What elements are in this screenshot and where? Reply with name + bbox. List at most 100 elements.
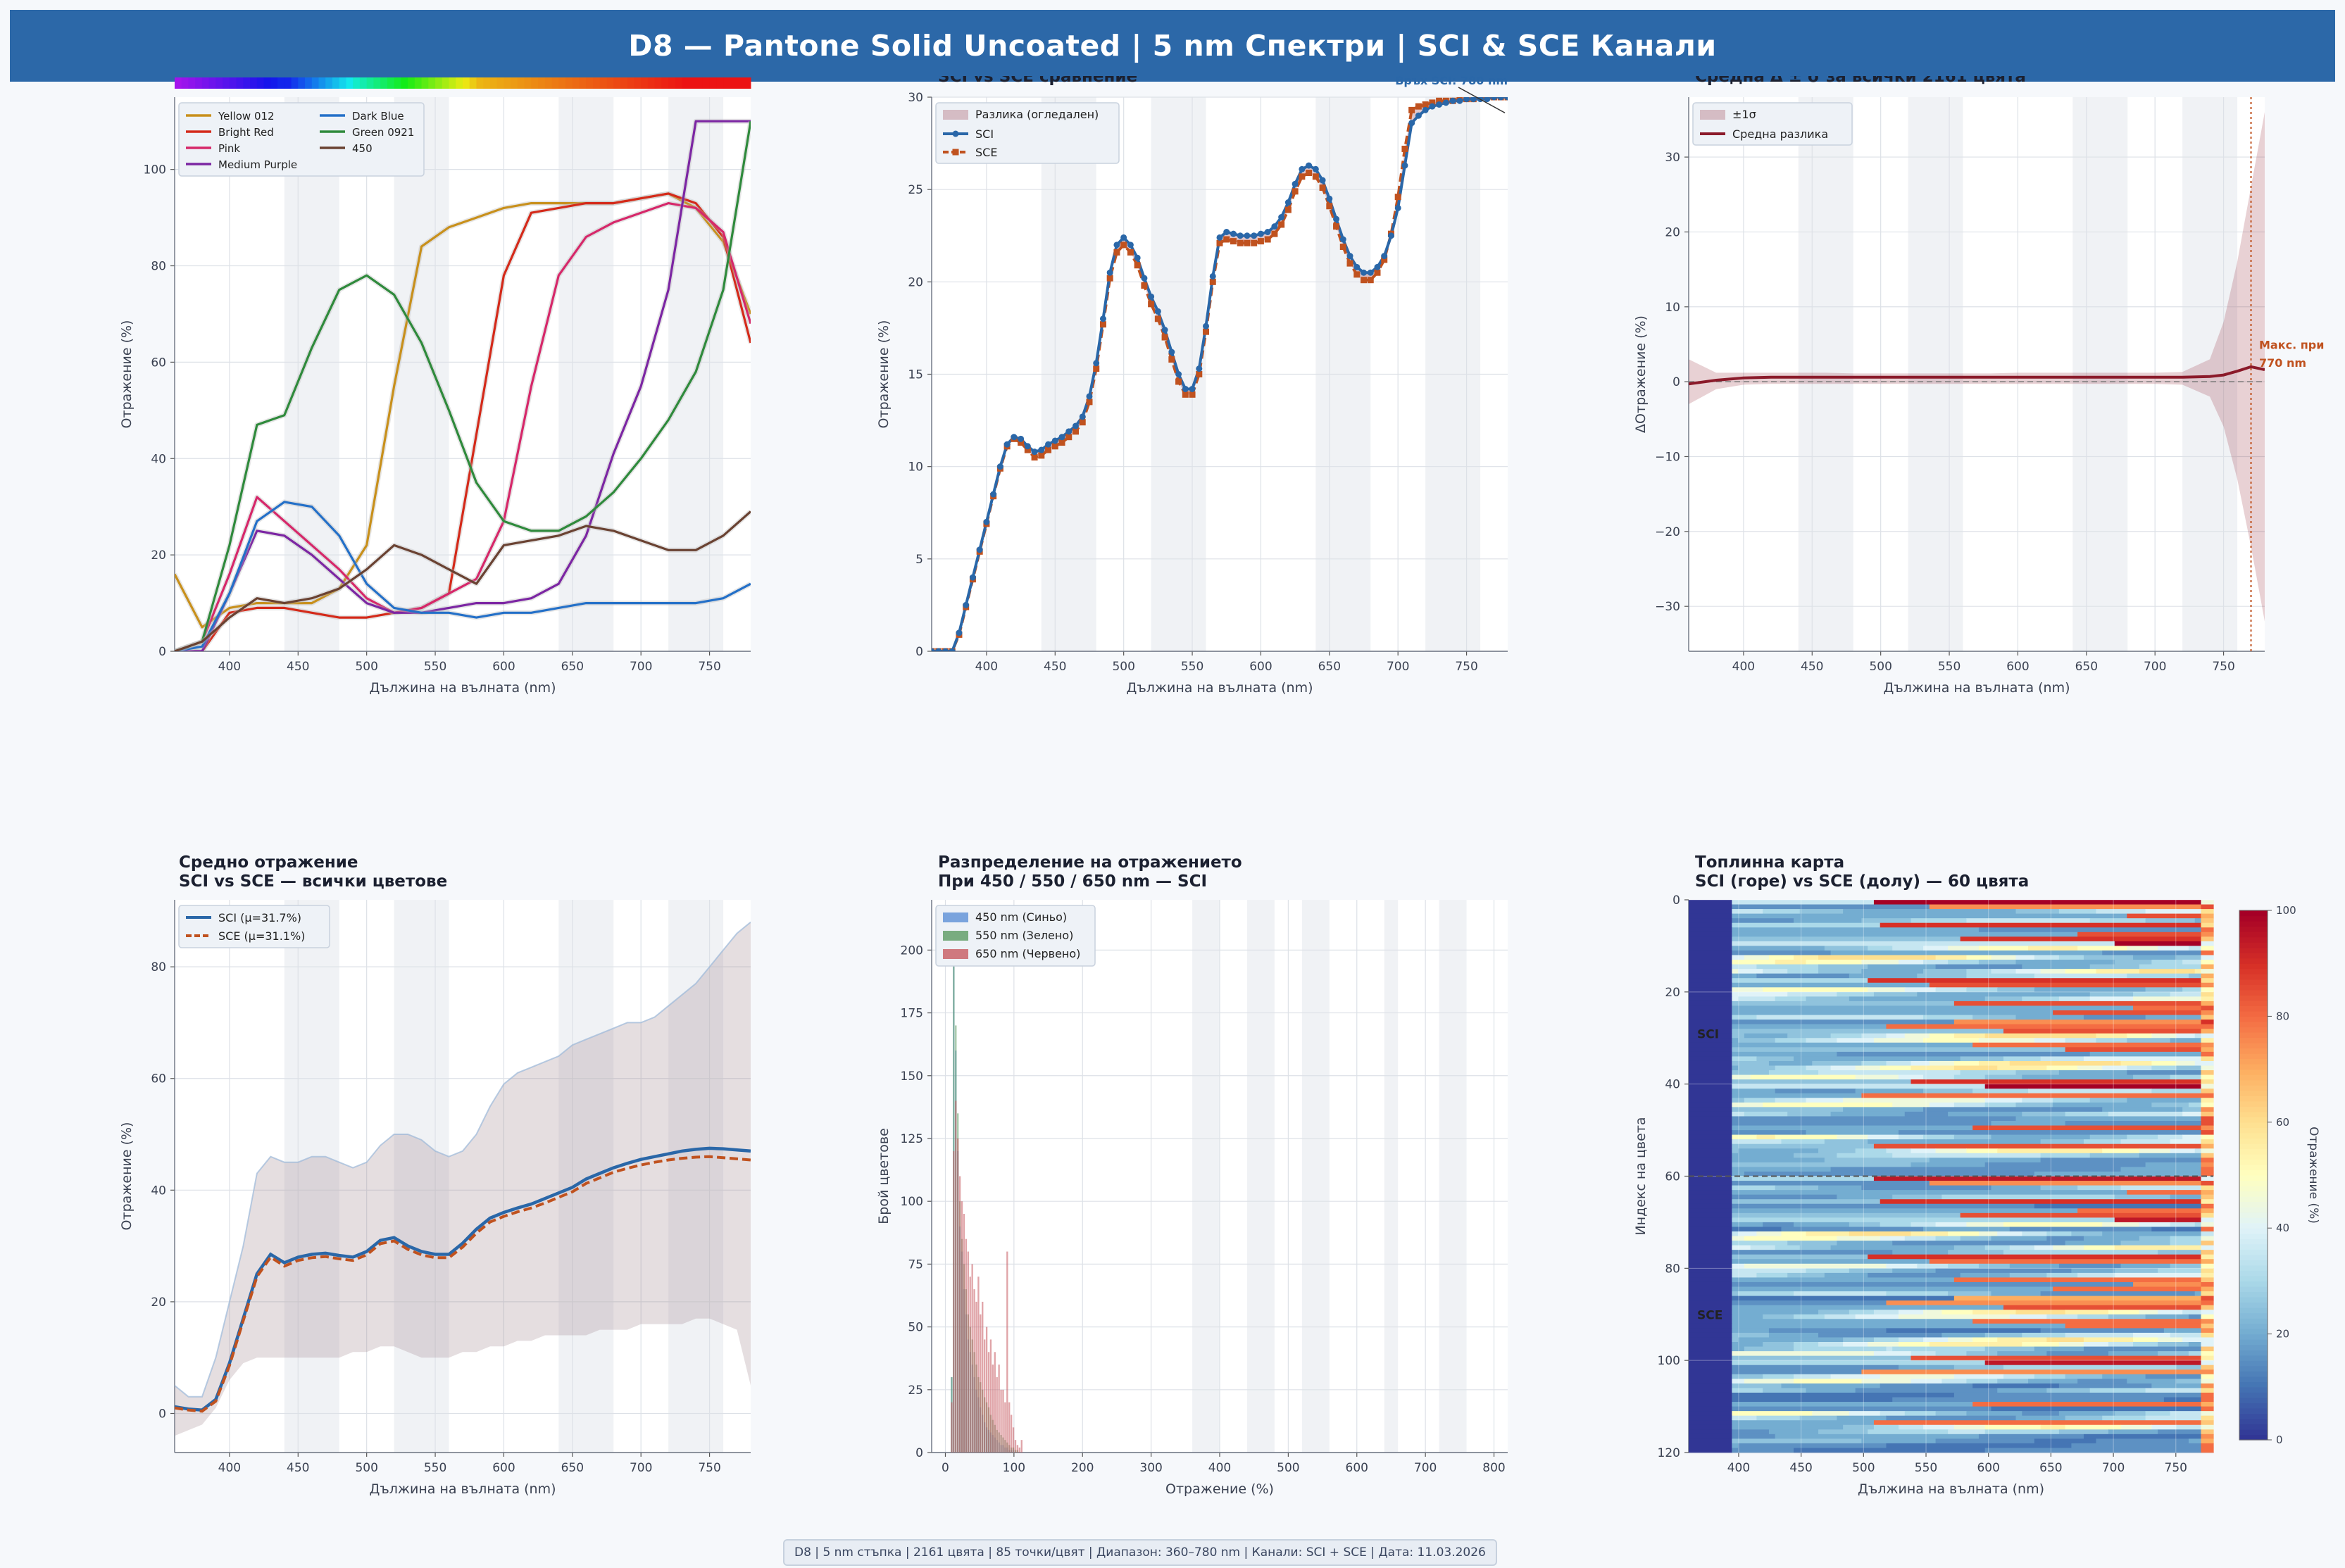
colorbar-cell (2239, 1344, 2268, 1350)
heatmap-cell (2058, 1070, 2127, 1076)
heatmap-cell (1689, 1424, 1732, 1430)
heatmap-cell (1732, 1139, 1782, 1145)
x-axis-label: Отражение (%) (1165, 1481, 1274, 1497)
heatmap-cell (1997, 1337, 2047, 1343)
heatmap-cell (1830, 950, 2103, 956)
heatmap-cell (1732, 1296, 1955, 1301)
heatmap-cell (1732, 1397, 1893, 1403)
plot-layer (175, 921, 751, 1436)
sci-marker (1168, 349, 1175, 356)
heatmap-cell (2040, 1158, 2202, 1163)
heatmap-cell (1689, 1051, 1732, 1058)
heatmap-cell (1732, 913, 2127, 919)
sci-marker (1113, 242, 1120, 249)
sci-marker (1106, 269, 1113, 276)
heatmap-cell (1923, 1015, 1973, 1020)
colorbar-cell (2239, 979, 2268, 985)
heatmap-cell (2176, 1060, 2196, 1067)
heatmap-cell (1744, 1236, 1837, 1241)
heatmap-cell (2201, 1434, 2214, 1439)
heatmap-cell (1984, 1346, 2035, 1352)
x-tick-label: 600 (1346, 1461, 1368, 1475)
heatmap-cell (2201, 1296, 2214, 1301)
sce-marker (1168, 356, 1175, 363)
colorbar-cell (2239, 1143, 2268, 1149)
heatmap-cell (2040, 1153, 2091, 1158)
heatmap-cell (1689, 1199, 1732, 1205)
heatmap-cell (2163, 1397, 2202, 1403)
heatmap-cell (1923, 1134, 1955, 1140)
heatmap-cell (1689, 1281, 1732, 1288)
heatmap-cell (1732, 1254, 1868, 1260)
heatmap-cell (1941, 1194, 2115, 1200)
heatmap-cell (2139, 1236, 2171, 1241)
heatmap-cell (2145, 1415, 2202, 1421)
x-tick-label: 550 (1938, 660, 1961, 674)
legend-swatch (943, 949, 968, 959)
heatmap-cell (1899, 1365, 1955, 1370)
heatmap-cell (1911, 1162, 1986, 1168)
spectrum-strip-cell (373, 77, 381, 89)
heatmap-cell (2065, 1332, 2134, 1338)
heatmap-cell (1873, 1038, 1924, 1043)
heatmap-cell (2083, 1245, 2115, 1250)
heatmap-cell (2170, 1139, 2202, 1145)
sce-marker (1292, 188, 1299, 195)
spectrum-strip-cell (641, 77, 649, 89)
heatmap-cell (1991, 1236, 2047, 1241)
heatmap-cell (1763, 1222, 1794, 1228)
heatmap-cell (2158, 1310, 2183, 1315)
plot-area (175, 900, 751, 1453)
spectrum-strip-cell (318, 77, 326, 89)
heatmap-cell (1775, 1134, 1837, 1140)
heatmap-cell (2034, 1171, 2202, 1177)
heatmap-cell (1886, 1024, 2214, 1029)
sce-marker (1394, 194, 1401, 201)
heatmap-cell (1689, 1448, 1732, 1453)
heatmap-cell (1849, 1411, 1881, 1417)
heatmap-cell (1732, 1098, 1745, 1103)
heatmap-cell (1997, 1231, 2022, 1237)
heatmap-cell (2201, 1212, 2214, 1218)
spectrum-strip-cell (223, 77, 230, 89)
series-line (175, 510, 751, 651)
heatmap-cell (1868, 946, 1893, 951)
heatmap-cell (1960, 1236, 1992, 1241)
heatmap-cell (1732, 1074, 1751, 1080)
heatmap-cell (1794, 1056, 1961, 1062)
spectrum-strip-cell (311, 77, 319, 89)
x-tick-label: 700 (1387, 660, 1409, 674)
spectrum-strip-cell (647, 77, 656, 89)
heatmap-cell (2176, 1365, 2202, 1370)
heatmap-cell (1732, 1319, 1973, 1324)
heatmap-cell (1991, 1185, 2041, 1191)
annotation-text: Макс. при (2259, 338, 2324, 351)
heatmap-cell (1892, 1241, 2066, 1246)
heatmap-cell (1732, 918, 1794, 924)
heatmap-cell (1689, 1005, 1732, 1011)
heatmap-cell (1689, 1176, 1732, 1181)
heatmap-cell (1732, 1379, 1745, 1384)
heatmap-cell (2201, 1323, 2214, 1329)
sce-marker (1223, 236, 1230, 243)
histogram-bar (967, 1251, 969, 1453)
colorbar-tick-label: 100 (2276, 904, 2296, 917)
shaded-band (284, 900, 339, 1453)
x-tick-label: 700 (630, 660, 652, 674)
spectrum-strip-cell (339, 77, 346, 89)
heatmap-cell (1997, 987, 2035, 993)
sci-marker (1134, 254, 1141, 261)
x-tick-label: 400 (218, 660, 241, 674)
legend-label: Medium Purple (218, 158, 297, 171)
heatmap-cell (1855, 1089, 1924, 1094)
heatmap-cell (1806, 1065, 1832, 1071)
y-tick-label: 60 (1665, 1170, 1680, 1184)
y-tick-label: 80 (1665, 1262, 1680, 1276)
heatmap-cell (1868, 987, 1906, 993)
sci-marker (1161, 327, 1168, 334)
heatmap-cell (2127, 1070, 2202, 1076)
heatmap-cell (2145, 987, 2183, 993)
spectrum-strip-cell (551, 77, 559, 89)
heatmap-cell (1732, 1116, 2017, 1122)
heatmap-cell (1880, 922, 2202, 928)
